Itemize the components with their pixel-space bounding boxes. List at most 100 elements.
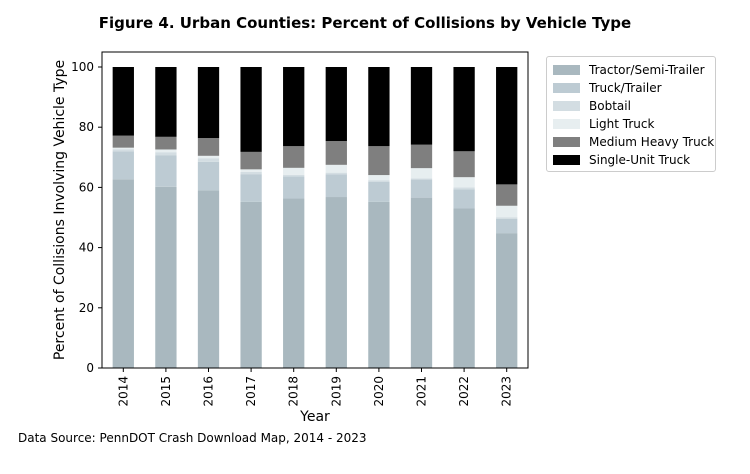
bar-tractor-semi-trailer-2014 (112, 179, 134, 368)
y-tick-label-80: 80 (79, 120, 94, 134)
legend-swatch (553, 137, 580, 147)
bar-truck-trailer-2014 (112, 151, 134, 180)
legend-item-tractor-semi-trailer: Tractor/Semi-Trailer (553, 61, 709, 79)
bar-medium-heavy-truck-2017 (240, 151, 262, 170)
bar-bobtail-2014 (112, 149, 134, 152)
bar-single-unit-truck-2014 (112, 67, 134, 136)
bar-single-unit-truck-2020 (368, 67, 390, 147)
bar-tractor-semi-trailer-2015 (155, 186, 177, 368)
bar-single-unit-truck-2018 (283, 67, 305, 147)
bar-single-unit-truck-2021 (410, 67, 433, 145)
bar-light-truck-2018 (283, 167, 305, 175)
bar-tractor-semi-trailer-2021 (410, 197, 433, 368)
legend-label: Truck/Trailer (589, 81, 662, 95)
bar-truck-trailer-2017 (240, 174, 262, 202)
bar-truck-trailer-2019 (325, 174, 347, 198)
bar-bobtail-2017 (240, 171, 262, 175)
legend-item-single-unit-truck: Single-Unit Truck (553, 151, 709, 169)
bar-light-truck-2023 (496, 205, 518, 218)
bar-tractor-semi-trailer-2020 (368, 201, 390, 368)
bar-tractor-semi-trailer-2017 (240, 201, 262, 368)
bar-medium-heavy-truck-2019 (325, 141, 347, 165)
x-tick-label-2021: 2021 (415, 376, 429, 407)
bar-truck-trailer-2023 (496, 218, 518, 234)
bar-truck-trailer-2020 (368, 181, 390, 202)
x-axis-label: Year (299, 409, 330, 425)
legend-swatch (553, 101, 580, 111)
bar-tractor-semi-trailer-2023 (496, 233, 518, 368)
legend-label: Bobtail (589, 99, 631, 113)
x-tick-label-2019: 2019 (329, 376, 343, 407)
y-axis: 0 20 40 60 80 100 (71, 60, 102, 375)
legend-label: Single-Unit Truck (589, 153, 691, 167)
bar-light-truck-2022 (453, 177, 475, 188)
x-tick-label-2018: 2018 (287, 376, 301, 407)
bar-light-truck-2021 (410, 168, 433, 179)
bar-truck-trailer-2021 (410, 179, 433, 198)
bar-light-truck-2015 (155, 149, 177, 153)
legend-label: Medium Heavy Truck (589, 135, 715, 149)
bar-medium-heavy-truck-2020 (368, 146, 390, 176)
bar-bobtail-2023 (496, 217, 518, 219)
bar-medium-heavy-truck-2014 (112, 135, 134, 148)
bar-truck-trailer-2022 (453, 189, 475, 209)
legend-item-bobtail: Bobtail (553, 97, 709, 115)
legend-swatch (553, 119, 580, 129)
plot-frame (101, 51, 529, 369)
legend: Tractor/Semi-Trailer Truck/Trailer Bobtail… (546, 56, 716, 172)
bar-truck-trailer-2018 (283, 176, 305, 199)
bar-medium-heavy-truck-2018 (283, 146, 305, 168)
bar-light-truck-2014 (112, 147, 134, 150)
x-tick-label-2015: 2015 (159, 376, 173, 407)
bar-medium-heavy-truck-2016 (197, 138, 220, 156)
bar-bobtail-2015 (155, 152, 177, 156)
x-axis: 2014 2015 2016 2017 2018 2019 2020 2021 2022 2023 (116, 368, 514, 407)
bar-single-unit-truck-2019 (325, 67, 347, 142)
bar-truck-trailer-2015 (155, 155, 177, 187)
chart-title: Figure 4. Urban Counties: Percent of Col… (98, 14, 632, 32)
legend-label: Light Truck (589, 117, 655, 131)
bar-bobtail-2019 (325, 172, 347, 175)
bar-medium-heavy-truck-2022 (453, 151, 475, 178)
bar-bobtail-2022 (453, 187, 475, 190)
bar-single-unit-truck-2023 (496, 67, 518, 185)
y-tick-label-40: 40 (79, 241, 94, 255)
bar-tractor-semi-trailer-2018 (283, 198, 305, 368)
x-tick-label-2016: 2016 (202, 376, 216, 407)
bar-tractor-semi-trailer-2019 (325, 197, 347, 368)
legend-swatch (553, 83, 580, 93)
legend-swatch (553, 155, 580, 165)
bar-tractor-semi-trailer-2022 (453, 208, 475, 368)
bar-bobtail-2021 (410, 178, 433, 180)
bar-single-unit-truck-2022 (453, 67, 475, 152)
bar-bobtail-2018 (283, 174, 305, 177)
bar-single-unit-truck-2017 (240, 67, 262, 152)
legend-label: Tractor/Semi-Trailer (589, 63, 705, 77)
legend-swatch (553, 65, 580, 75)
y-tick-label-60: 60 (79, 180, 94, 194)
source-note: Data Source: PennDOT Crash Download Map,… (18, 431, 367, 445)
x-tick-label-2022: 2022 (457, 376, 471, 407)
bar-tractor-semi-trailer-2016 (197, 190, 220, 368)
bar-light-truck-2020 (368, 175, 390, 181)
bar-single-unit-truck-2015 (155, 67, 177, 137)
bar-medium-heavy-truck-2023 (496, 184, 518, 206)
legend-item-light-truck: Light Truck (553, 115, 709, 133)
bar-bobtail-2016 (197, 158, 220, 162)
x-tick-label-2020: 2020 (372, 376, 386, 407)
x-tick-label-2014: 2014 (116, 376, 130, 407)
bar-medium-heavy-truck-2015 (155, 136, 177, 150)
bar-bobtail-2020 (368, 180, 390, 182)
y-tick-label-100: 100 (71, 60, 94, 74)
bar-single-unit-truck-2016 (197, 67, 220, 139)
x-tick-label-2017: 2017 (244, 376, 258, 407)
legend-item-medium-heavy-truck: Medium Heavy Truck (553, 133, 714, 151)
bar-medium-heavy-truck-2021 (410, 144, 433, 169)
y-tick-label-20: 20 (79, 301, 94, 315)
legend-item-truck-trailer: Truck/Trailer (553, 79, 709, 97)
bar-layer (112, 67, 518, 368)
y-tick-label-0: 0 (86, 361, 94, 375)
bar-light-truck-2017 (240, 169, 262, 172)
bar-truck-trailer-2016 (197, 161, 220, 191)
